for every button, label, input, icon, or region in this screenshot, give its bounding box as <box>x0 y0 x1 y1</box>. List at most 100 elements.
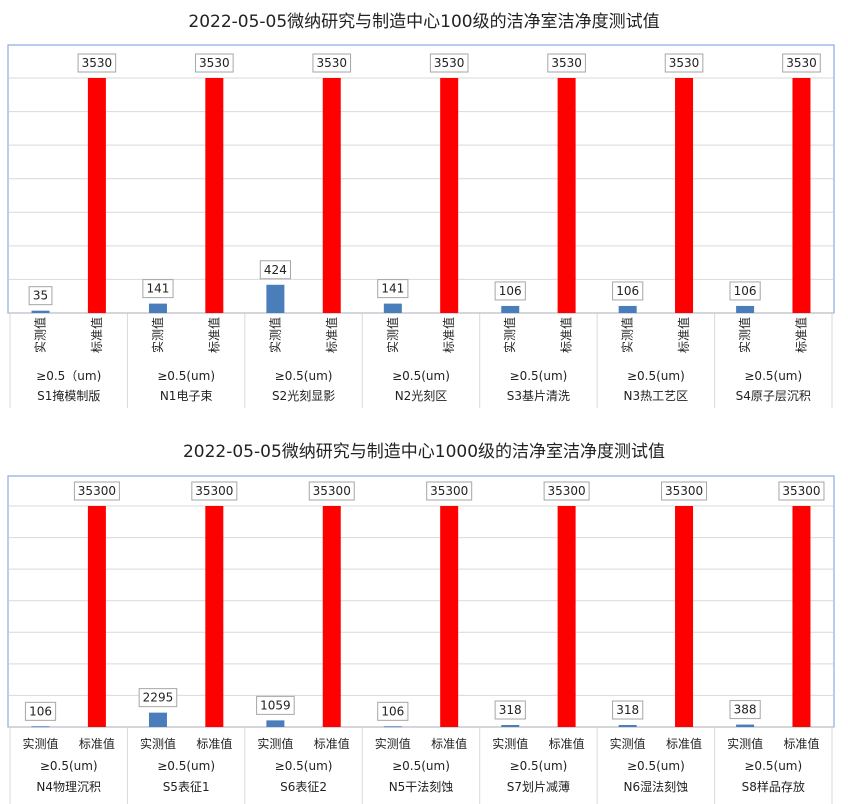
category-name-label: N3热工艺区 <box>624 389 689 403</box>
bar-measured <box>618 725 637 727</box>
series-label: 标准值 <box>676 317 691 353</box>
data-label: 318 <box>499 703 522 717</box>
series-label: 实测值 <box>150 317 165 353</box>
data-label-box <box>256 695 295 715</box>
bar-standard <box>87 78 106 313</box>
category-size-label: ≥0.5(um) <box>744 369 802 383</box>
series-label: 实测值 <box>727 736 763 751</box>
category-name-label: S1掩模制版 <box>37 389 100 403</box>
data-label: 141 <box>381 282 404 296</box>
series-label: 标准值 <box>314 736 350 751</box>
series-label: 实测值 <box>737 317 752 353</box>
data-label-box <box>494 700 526 720</box>
data-label-box <box>778 481 825 501</box>
bar-chart-class-100: 35 实测值 3530 标准值 ≥0.5（um) S1掩模制版 141 实测值 3530 标准值 ≥… <box>7 44 835 408</box>
series-label: 实测值 <box>140 736 176 751</box>
data-label: 3530 <box>316 56 347 70</box>
data-label: 3530 <box>669 56 700 70</box>
category-name-label: N5干法刻蚀 <box>389 780 454 794</box>
data-label-box <box>28 286 53 306</box>
data-label: 35300 <box>78 484 116 498</box>
category-size-label: ≥0.5(um) <box>392 369 450 383</box>
data-label-box <box>377 701 409 721</box>
series-label: 实测值 <box>620 317 635 353</box>
chart-panel-class-1000: 2022-05-05微纳研究与制造中心1000级的洁净室洁净度测试值 106 实测… <box>0 420 848 804</box>
data-label-box <box>547 53 586 73</box>
series-label: 标准值 <box>793 317 808 353</box>
series-label: 标准值 <box>549 736 585 751</box>
series-label: 实测值 <box>33 317 48 353</box>
series-label: 标准值 <box>206 317 221 353</box>
data-label: 106 <box>499 284 522 298</box>
series-label: 实测值 <box>492 736 528 751</box>
data-label-box <box>259 260 291 280</box>
category-name-label: S5表征1 <box>163 780 210 794</box>
category-size-label: ≥0.5(um) <box>40 759 98 773</box>
data-label: 35300 <box>665 484 703 498</box>
bar-measured <box>266 284 285 313</box>
data-label: 2295 <box>143 691 174 705</box>
data-label-box <box>195 53 234 73</box>
data-label: 35300 <box>782 484 820 498</box>
data-label-box <box>612 700 644 720</box>
series-label: 实测值 <box>610 736 646 751</box>
bar-measured <box>383 726 402 728</box>
category-size-label: ≥0.5(um) <box>744 759 802 773</box>
bar-measured <box>148 303 167 313</box>
series-label: 标准值 <box>324 317 339 353</box>
category-name-label: S2光刻显影 <box>272 389 335 403</box>
data-label: 3530 <box>551 56 582 70</box>
category-name-label: N6湿法刻蚀 <box>624 779 689 794</box>
bar-measured <box>148 712 167 727</box>
bar-measured <box>618 305 637 313</box>
data-label: 318 <box>616 703 639 717</box>
series-label: 标准值 <box>431 736 467 751</box>
bar-measured <box>736 305 755 313</box>
series-label: 实测值 <box>385 317 400 353</box>
bar-standard <box>440 78 459 313</box>
data-label: 35300 <box>195 484 233 498</box>
category-name-label: S3基片清洗 <box>507 389 570 403</box>
bar-standard <box>557 506 576 727</box>
category-size-label: ≥0.5(um) <box>627 369 685 383</box>
series-label: 实测值 <box>267 317 282 353</box>
data-label: 106 <box>29 704 52 718</box>
data-label-box <box>142 279 174 299</box>
series-label: 标准值 <box>783 736 819 751</box>
bar-standard <box>205 506 224 727</box>
category-name-label: S7划片减薄 <box>507 779 570 794</box>
bar-standard <box>792 506 811 727</box>
data-label-box <box>429 53 469 73</box>
data-label: 3530 <box>199 56 230 70</box>
data-label-box <box>24 701 57 721</box>
data-label: 141 <box>147 282 170 296</box>
data-label-box <box>782 53 821 73</box>
data-label-box <box>377 279 409 299</box>
data-label-box <box>426 481 473 501</box>
data-label-box <box>77 53 117 73</box>
series-label: 标准值 <box>441 317 456 353</box>
bar-measured <box>736 724 755 727</box>
chart-panel-class-100: 2022-05-05微纳研究与制造中心100级的洁净室洁净度测试值 35 实测值 3… <box>7 12 835 408</box>
data-label: 3530 <box>786 56 817 70</box>
bar-standard <box>557 78 576 313</box>
chart-title: 2022-05-05微纳研究与制造中心1000级的洁净室洁净度测试值 <box>182 442 666 462</box>
category-size-label: ≥0.5（um) <box>36 369 101 383</box>
category-size-label: ≥0.5(um) <box>510 759 568 773</box>
chart-title: 2022-05-05微纳研究与制造中心100级的洁净室洁净度测试值 <box>188 12 660 32</box>
bar-measured <box>31 726 50 728</box>
data-label-box <box>729 281 761 301</box>
data-label: 106 <box>734 284 757 298</box>
data-label-box <box>612 281 644 301</box>
data-label: 388 <box>734 703 757 717</box>
category-name-label: N1电子束 <box>160 389 213 403</box>
data-label: 424 <box>264 263 287 277</box>
series-label: 实测值 <box>375 736 411 751</box>
data-label: 3530 <box>434 56 465 70</box>
data-label: 35 <box>33 289 48 303</box>
bar-standard <box>792 78 811 313</box>
series-label: 标准值 <box>666 736 702 751</box>
category-size-label: ≥0.5(um) <box>275 759 333 773</box>
data-label-box <box>661 481 708 501</box>
bar-measured <box>501 725 520 727</box>
